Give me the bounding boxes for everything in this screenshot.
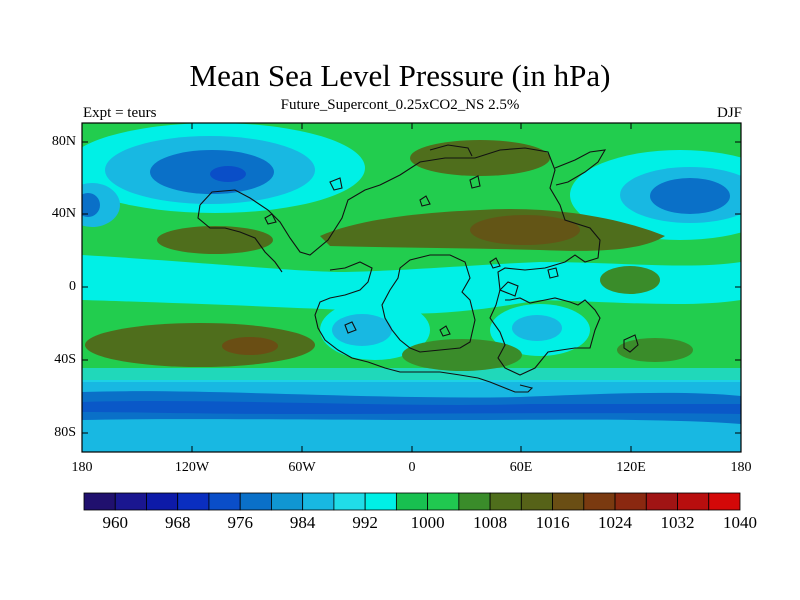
coast-northeast — [554, 149, 607, 186]
colorbar-swatch — [583, 492, 616, 511]
colorbar — [83, 492, 741, 511]
southern-belt-core — [82, 401, 741, 414]
lat-label-40s: 40S — [54, 352, 76, 367]
colorbar-label: 1032 — [660, 513, 695, 532]
colorbar-swatch — [395, 492, 429, 511]
axis-ticks — [82, 123, 741, 452]
colorbar-swatch — [302, 492, 335, 511]
pacific-low-core — [210, 166, 246, 182]
colorbar-swatch — [614, 492, 647, 511]
map-title: Mean Sea Level Pressure (in hPa) — [189, 58, 611, 93]
atlantic-low-inner — [650, 178, 730, 214]
continental-high-core — [470, 215, 580, 245]
colorbar-swatch — [146, 492, 179, 511]
colorbar-label: 1024 — [598, 513, 633, 532]
map-subtitle: Future_Supercont_0.25xCO2_NS 2.5% — [280, 97, 520, 113]
lon-label-120w: 120W — [174, 460, 210, 475]
subtropical-high-east — [600, 266, 660, 294]
colorbar-label: 976 — [227, 513, 253, 532]
colorbar-swatch — [458, 492, 491, 511]
island-southwest — [344, 321, 357, 334]
equatorial-band — [82, 255, 741, 314]
colorbar-swatch — [520, 492, 553, 511]
colorbar-swatch — [364, 492, 397, 511]
colorbar-swatch — [239, 492, 272, 511]
northern-high-west — [157, 226, 273, 254]
season-label: DJF — [716, 105, 742, 121]
colorbar-swatch — [83, 492, 116, 511]
lon-label-60e: 60E — [509, 460, 533, 475]
lon-label-120e: 120E — [616, 460, 646, 475]
southern-high-west — [85, 323, 315, 367]
island-inner — [499, 281, 519, 297]
colorbar-swatch — [489, 492, 522, 511]
pressure-field — [82, 123, 741, 452]
lon-label-180w: 180 — [71, 460, 93, 475]
coast-central — [381, 254, 476, 353]
southern-high-central — [402, 339, 522, 371]
colorbar-label: 1008 — [473, 513, 508, 532]
west-edge-core — [82, 193, 100, 217]
island-c — [329, 177, 343, 191]
coast-main-west — [197, 204, 283, 273]
island-e — [419, 195, 431, 207]
coast-main-east — [199, 147, 601, 376]
island-d — [469, 175, 481, 189]
island-g — [439, 325, 451, 337]
coast-south-tip — [477, 377, 534, 393]
colorbar-swatch — [552, 492, 585, 511]
lon-label-0: 0 — [408, 460, 416, 475]
southern-low-a — [332, 314, 392, 346]
colorbar-label: 960 — [102, 513, 128, 532]
colorbar-swatch — [677, 492, 710, 511]
experiment-label: Expt = teurs — [83, 105, 157, 121]
coast-north-bay — [429, 144, 473, 157]
colorbar-label: 968 — [164, 513, 191, 532]
colorbar-swatch — [645, 492, 678, 511]
island-a — [547, 267, 559, 279]
colorbar-swatch — [271, 492, 304, 511]
coast-south-west — [314, 261, 479, 379]
colorbar-swatch — [114, 492, 147, 511]
colorbar-swatch — [333, 492, 366, 511]
colorbar-label: 984 — [289, 513, 316, 532]
southern-low-b — [512, 315, 562, 341]
colorbar-label: 1040 — [723, 513, 757, 532]
lat-label-40n: 40N — [51, 206, 76, 221]
island-f — [489, 257, 501, 269]
colorbar-label: 992 — [352, 513, 378, 532]
island-b — [264, 213, 277, 225]
lat-label-80n: 80N — [51, 134, 76, 149]
southern-high-east — [617, 338, 693, 362]
colorbar-swatch — [427, 492, 460, 511]
lon-label-180e: 180 — [730, 460, 752, 475]
polar-high — [410, 140, 550, 176]
southern-transition — [82, 368, 741, 382]
colorbar-swatch — [208, 492, 241, 511]
lon-label-60w: 60W — [288, 460, 316, 475]
colorbar-label: 1016 — [535, 513, 570, 532]
colorbar-swatch — [177, 492, 210, 511]
colorbar-swatch — [708, 492, 741, 511]
lat-label-0: 0 — [69, 279, 76, 294]
lat-label-80s: 80S — [54, 425, 76, 440]
colorbar-label: 1000 — [410, 513, 445, 532]
coastlines — [197, 144, 639, 393]
island-east — [623, 334, 639, 353]
southern-high-core — [222, 337, 278, 355]
